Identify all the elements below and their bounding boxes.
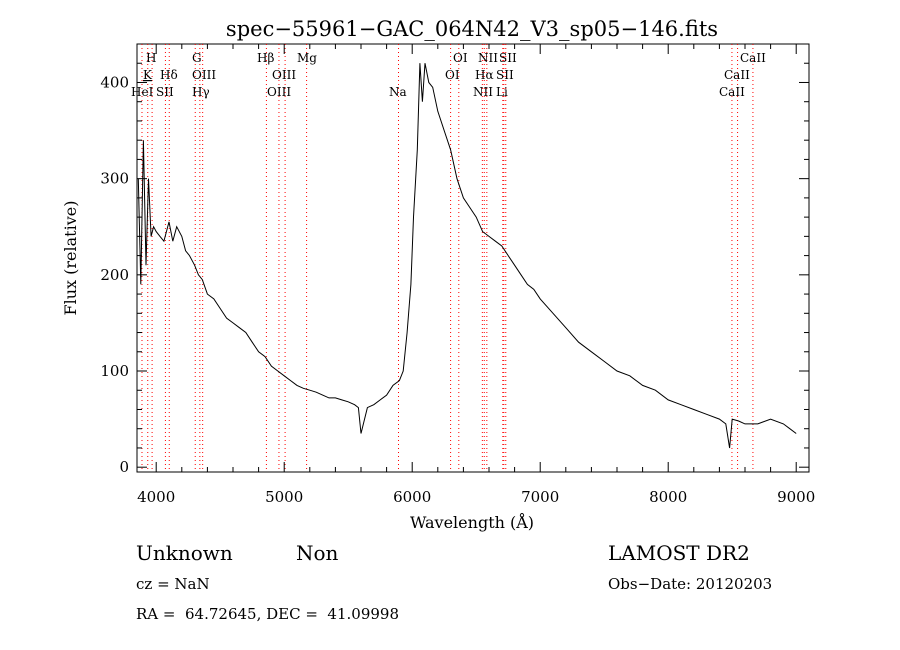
spectrum-line	[137, 63, 797, 449]
line-label-nii-a: NII	[478, 51, 498, 65]
emission-line-markers	[141, 44, 754, 472]
y-tick-label: 100	[100, 362, 129, 380]
plot-area: 4000 5000 6000 7000 8000 9000 0 100 200 300 400	[100, 43, 815, 506]
x-tick-label: 9000	[777, 488, 815, 506]
y-axis-label: Flux (relative)	[61, 201, 80, 316]
line-label-oi-a: OI	[453, 51, 468, 65]
x-tick-label: 6000	[393, 488, 431, 506]
line-label-oiii-4959: OIII	[272, 68, 296, 82]
line-label-h: H	[146, 51, 156, 65]
y-tick-label: 400	[100, 73, 129, 91]
object-subclass: Non	[296, 541, 339, 565]
x-axis-ticks: 4000 5000 6000 7000 8000 9000	[137, 44, 815, 506]
x-axis-label: Wavelength (Å)	[410, 512, 534, 532]
line-label-hgamma: Hγ	[192, 85, 210, 99]
line-label-oi-b: OI	[445, 68, 460, 82]
line-label-li: Li	[496, 85, 508, 99]
line-label-mg: Mg	[297, 51, 317, 65]
y-tick-label: 300	[100, 170, 129, 188]
line-label-sii-blue: SII	[156, 85, 174, 99]
y-axis-ticks: 0 100 200 300 400	[100, 62, 809, 476]
line-labels: H K HeI Hδ SII G OIII Hγ Hβ OIII OIII Mg…	[131, 51, 766, 99]
line-label-sii-top: SII	[499, 51, 517, 65]
line-label-sii-mid: SII	[496, 68, 514, 82]
line-label-halpha: Hα	[475, 68, 494, 82]
x-tick-label: 7000	[521, 488, 559, 506]
chart-title: spec−55961−GAC_064N42_V3_sp05−146.fits	[226, 17, 718, 41]
redshift-value: cz = NaN	[136, 575, 210, 593]
spectrum-info: Unknown Non LAMOST DR2 cz = NaN Obs−Date…	[136, 541, 772, 623]
coordinates: RA = 64.72645, DEC = 41.09998	[136, 605, 399, 623]
line-label-nii-b: NII	[473, 85, 493, 99]
line-label-caii-c: CaII	[719, 85, 745, 99]
object-class: Unknown	[136, 541, 233, 565]
y-tick-label: 200	[100, 266, 129, 284]
y-tick-label: 0	[119, 458, 129, 476]
line-label-k: K	[143, 68, 153, 82]
line-label-oiii-5007: OIII	[267, 85, 291, 99]
x-tick-label: 5000	[265, 488, 303, 506]
line-label-hbeta: Hβ	[257, 51, 274, 65]
line-label-caii-b: CaII	[724, 68, 750, 82]
line-label-hei: HeI	[131, 85, 154, 99]
observation-date: Obs−Date: 20120203	[608, 575, 772, 593]
plot-frame	[136, 43, 810, 473]
line-label-caii-a: CaII	[740, 51, 766, 65]
line-label-na: Na	[389, 85, 407, 99]
line-label-oiii-4363: OIII	[192, 68, 216, 82]
line-label-g: G	[192, 51, 202, 65]
line-label-hdelta: Hδ	[160, 68, 178, 82]
survey-name: LAMOST DR2	[608, 541, 750, 565]
x-tick-label: 8000	[649, 488, 687, 506]
x-tick-label: 4000	[137, 488, 175, 506]
